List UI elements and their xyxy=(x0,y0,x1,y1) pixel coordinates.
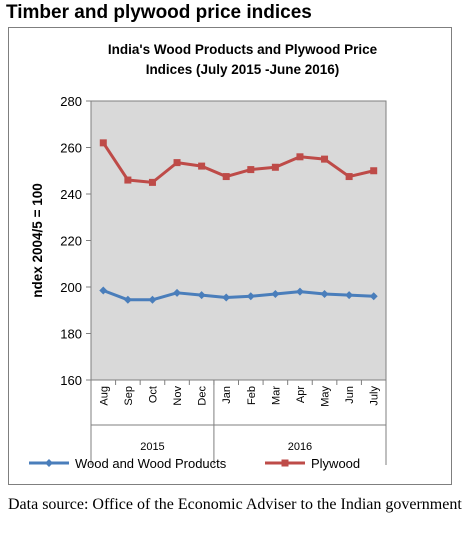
x-tick-label: Oct xyxy=(147,386,159,403)
y-tick-label: 200 xyxy=(60,280,82,295)
chart-title-line: India's Wood Products and Plywood Price xyxy=(108,42,378,57)
series-line-wood-and-wood-products xyxy=(102,289,374,302)
data-point xyxy=(271,163,279,171)
x-group-label: 2016 xyxy=(288,441,312,453)
data-point xyxy=(198,162,206,170)
legend-label: Wood and Wood Products xyxy=(75,456,227,471)
data-point xyxy=(197,291,206,300)
y-tick-label: 280 xyxy=(60,94,82,109)
chart-figure: India's Wood Products and Plywood Price I… xyxy=(8,27,452,485)
data-point xyxy=(173,159,181,167)
data-point xyxy=(173,288,182,297)
data-point xyxy=(99,286,108,295)
data-point xyxy=(296,153,304,161)
x-tick-label: Nov xyxy=(172,386,184,406)
x-tick-label: Apr xyxy=(295,386,307,403)
x-group-label: 2015 xyxy=(140,441,164,453)
data-source-note: Data source: Office of the Economic Advi… xyxy=(8,496,462,513)
data-point xyxy=(148,178,156,186)
line-chart: India's Wood Products and Plywood Price I… xyxy=(29,42,387,471)
legend-marker xyxy=(45,459,53,467)
legend-label: Plywood xyxy=(311,456,360,471)
data-point xyxy=(222,293,231,302)
series-line-plywood xyxy=(102,142,375,184)
data-point xyxy=(369,292,378,301)
x-tick-label: Jun xyxy=(344,386,356,404)
x-tick-label: Jan xyxy=(221,386,233,404)
data-point xyxy=(222,173,230,181)
data-point xyxy=(345,291,354,300)
data-point xyxy=(246,292,255,301)
y-axis-label: ndex 2004/5 = 100 xyxy=(30,183,45,297)
x-tick-label: Aug xyxy=(98,386,110,406)
data-point xyxy=(345,173,353,181)
plot-area xyxy=(90,100,387,381)
x-tick-label: Dec xyxy=(197,386,209,406)
data-point xyxy=(123,295,132,304)
data-point xyxy=(148,295,157,304)
x-tick-label: Mar xyxy=(270,386,282,405)
data-point xyxy=(271,289,280,298)
y-tick-label: 160 xyxy=(60,373,82,388)
x-tick-label: Sep xyxy=(123,386,135,406)
chart-title-line: Indices (July 2015 -June 2016) xyxy=(146,62,340,77)
y-tick-label: 220 xyxy=(60,234,82,249)
data-point xyxy=(124,176,132,184)
data-point xyxy=(295,287,304,296)
data-point xyxy=(321,155,329,163)
y-tick-label: 260 xyxy=(60,141,82,156)
data-point xyxy=(247,166,255,174)
y-tick-label: 240 xyxy=(60,187,82,202)
page-heading: Timber and plywood price indices xyxy=(6,2,312,23)
y-tick-label: 180 xyxy=(60,327,82,342)
legend-marker xyxy=(281,459,289,467)
x-tick-label: Feb xyxy=(246,386,258,405)
x-tick-label: July xyxy=(369,386,381,406)
data-point xyxy=(99,139,107,147)
x-tick-label: May xyxy=(320,386,332,407)
data-point xyxy=(370,167,378,175)
data-point xyxy=(320,289,329,298)
